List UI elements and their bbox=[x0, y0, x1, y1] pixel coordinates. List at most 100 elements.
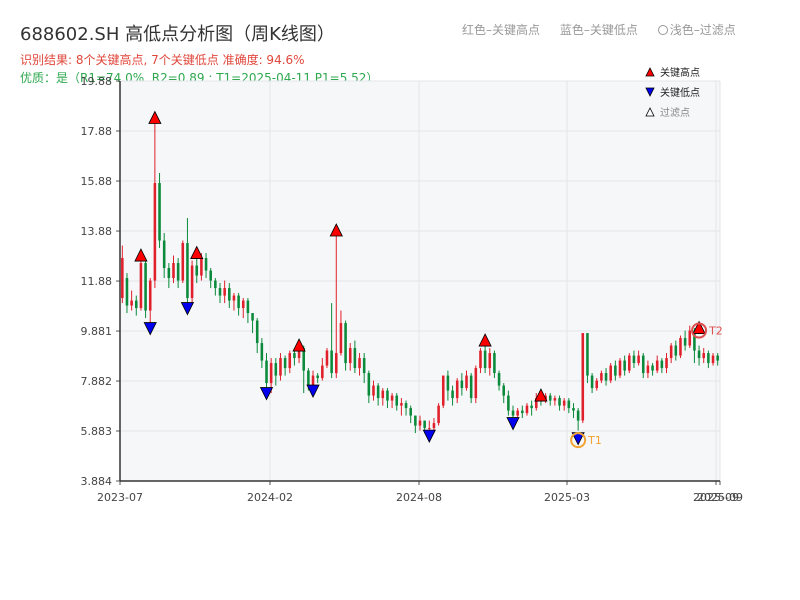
x-tick-label: 2024-02 bbox=[247, 491, 293, 504]
candle-body bbox=[311, 375, 315, 386]
candle-body bbox=[265, 360, 268, 384]
candle-body bbox=[595, 380, 599, 389]
candle-body bbox=[455, 380, 459, 399]
candle-body bbox=[637, 355, 640, 364]
candle-body bbox=[600, 373, 603, 381]
candle-body bbox=[181, 243, 185, 281]
candle-body bbox=[446, 375, 450, 391]
candle-body bbox=[409, 408, 412, 416]
turn-point-label: T2 bbox=[708, 325, 723, 338]
candle-body bbox=[237, 295, 240, 309]
candle-body bbox=[386, 390, 389, 401]
candle-body bbox=[702, 353, 705, 359]
candle-body bbox=[376, 385, 380, 399]
circle-icon bbox=[657, 25, 668, 35]
candle-body bbox=[223, 288, 226, 296]
key-low-marker bbox=[259, 387, 274, 401]
y-tick-label: 11.88 bbox=[81, 275, 113, 288]
candle-body bbox=[232, 295, 236, 301]
candle-body bbox=[655, 360, 659, 371]
candle-body bbox=[390, 395, 394, 401]
turn-point-circle bbox=[691, 322, 708, 339]
key-low-marker bbox=[306, 384, 320, 398]
candle-body bbox=[707, 353, 710, 364]
legend-triangle-up-icon bbox=[645, 67, 655, 77]
candle-body bbox=[353, 348, 357, 369]
candle-body bbox=[255, 320, 259, 344]
candle-body bbox=[432, 423, 436, 429]
candle-body bbox=[307, 370, 310, 386]
candle-body bbox=[502, 385, 505, 396]
x-tick-label: 2025-09 bbox=[697, 491, 743, 504]
candle-body bbox=[586, 333, 589, 376]
candle-body bbox=[381, 390, 385, 399]
key-high-marker bbox=[478, 333, 492, 347]
candle-body bbox=[609, 365, 612, 381]
candle-body bbox=[423, 420, 426, 429]
candle-body bbox=[441, 375, 445, 406]
candle-body bbox=[628, 355, 631, 371]
candle-body bbox=[711, 355, 715, 364]
candle-body bbox=[418, 420, 422, 426]
x-tick-label: 2025-03 bbox=[544, 491, 590, 504]
candle-body bbox=[404, 403, 408, 409]
candle-body bbox=[302, 348, 305, 371]
candle-body bbox=[493, 353, 496, 374]
key-low-marker bbox=[180, 302, 195, 316]
legend-label: 关键低点 bbox=[660, 86, 700, 99]
turn-point-label: T1 bbox=[587, 434, 602, 447]
candle-body bbox=[316, 375, 319, 379]
candle-body bbox=[428, 428, 431, 430]
legend-label: 关键高点 bbox=[660, 66, 700, 79]
candle-body bbox=[293, 353, 296, 359]
candle-body bbox=[581, 333, 585, 421]
candle-body bbox=[269, 363, 273, 384]
candle-body bbox=[209, 270, 212, 281]
candle-body bbox=[167, 268, 171, 279]
candle-body bbox=[437, 405, 440, 424]
candle-body bbox=[474, 368, 478, 399]
candle-body bbox=[548, 395, 552, 401]
y-tick-label: 13.88 bbox=[81, 225, 113, 238]
candle-body bbox=[497, 373, 501, 386]
candle-body bbox=[646, 365, 650, 374]
candle-body bbox=[367, 373, 371, 396]
candle-body bbox=[288, 353, 292, 369]
candle-body bbox=[674, 345, 678, 356]
candle-body bbox=[521, 410, 524, 414]
candle-body bbox=[479, 350, 482, 369]
candle-body bbox=[660, 360, 664, 369]
key-low-marker bbox=[506, 417, 520, 431]
legend-triangle-down-icon bbox=[645, 87, 655, 97]
candle-body bbox=[641, 355, 645, 374]
top-legend-high: 红色–关键高点 bbox=[462, 23, 541, 37]
candle-body bbox=[144, 263, 147, 311]
candle-body bbox=[246, 300, 250, 314]
key-high-marker bbox=[534, 388, 548, 402]
candle-body bbox=[335, 353, 338, 374]
candle-body bbox=[214, 280, 217, 289]
candle-body bbox=[297, 348, 301, 359]
y-tick-label: 7.882 bbox=[81, 375, 113, 388]
key-high-marker bbox=[148, 110, 162, 124]
key-low-marker bbox=[422, 429, 436, 443]
candle-body bbox=[614, 365, 617, 376]
turn-point-circle bbox=[570, 432, 587, 449]
candle-body bbox=[241, 300, 245, 309]
candle-body bbox=[716, 355, 719, 361]
candle-body bbox=[372, 385, 375, 396]
candle-body bbox=[651, 365, 654, 371]
candle-body bbox=[451, 390, 454, 399]
candle-body bbox=[348, 348, 352, 364]
candle-body bbox=[283, 358, 287, 369]
candle-body bbox=[483, 350, 487, 369]
candle-body bbox=[204, 258, 208, 271]
key-high-marker bbox=[692, 320, 706, 334]
candle-body bbox=[158, 183, 161, 241]
key-high-marker bbox=[292, 338, 306, 352]
top-legend-filtered: 浅色–过滤点 bbox=[657, 23, 736, 37]
candle-body bbox=[218, 288, 222, 296]
candle-body bbox=[535, 398, 538, 409]
candle-body bbox=[321, 365, 324, 379]
